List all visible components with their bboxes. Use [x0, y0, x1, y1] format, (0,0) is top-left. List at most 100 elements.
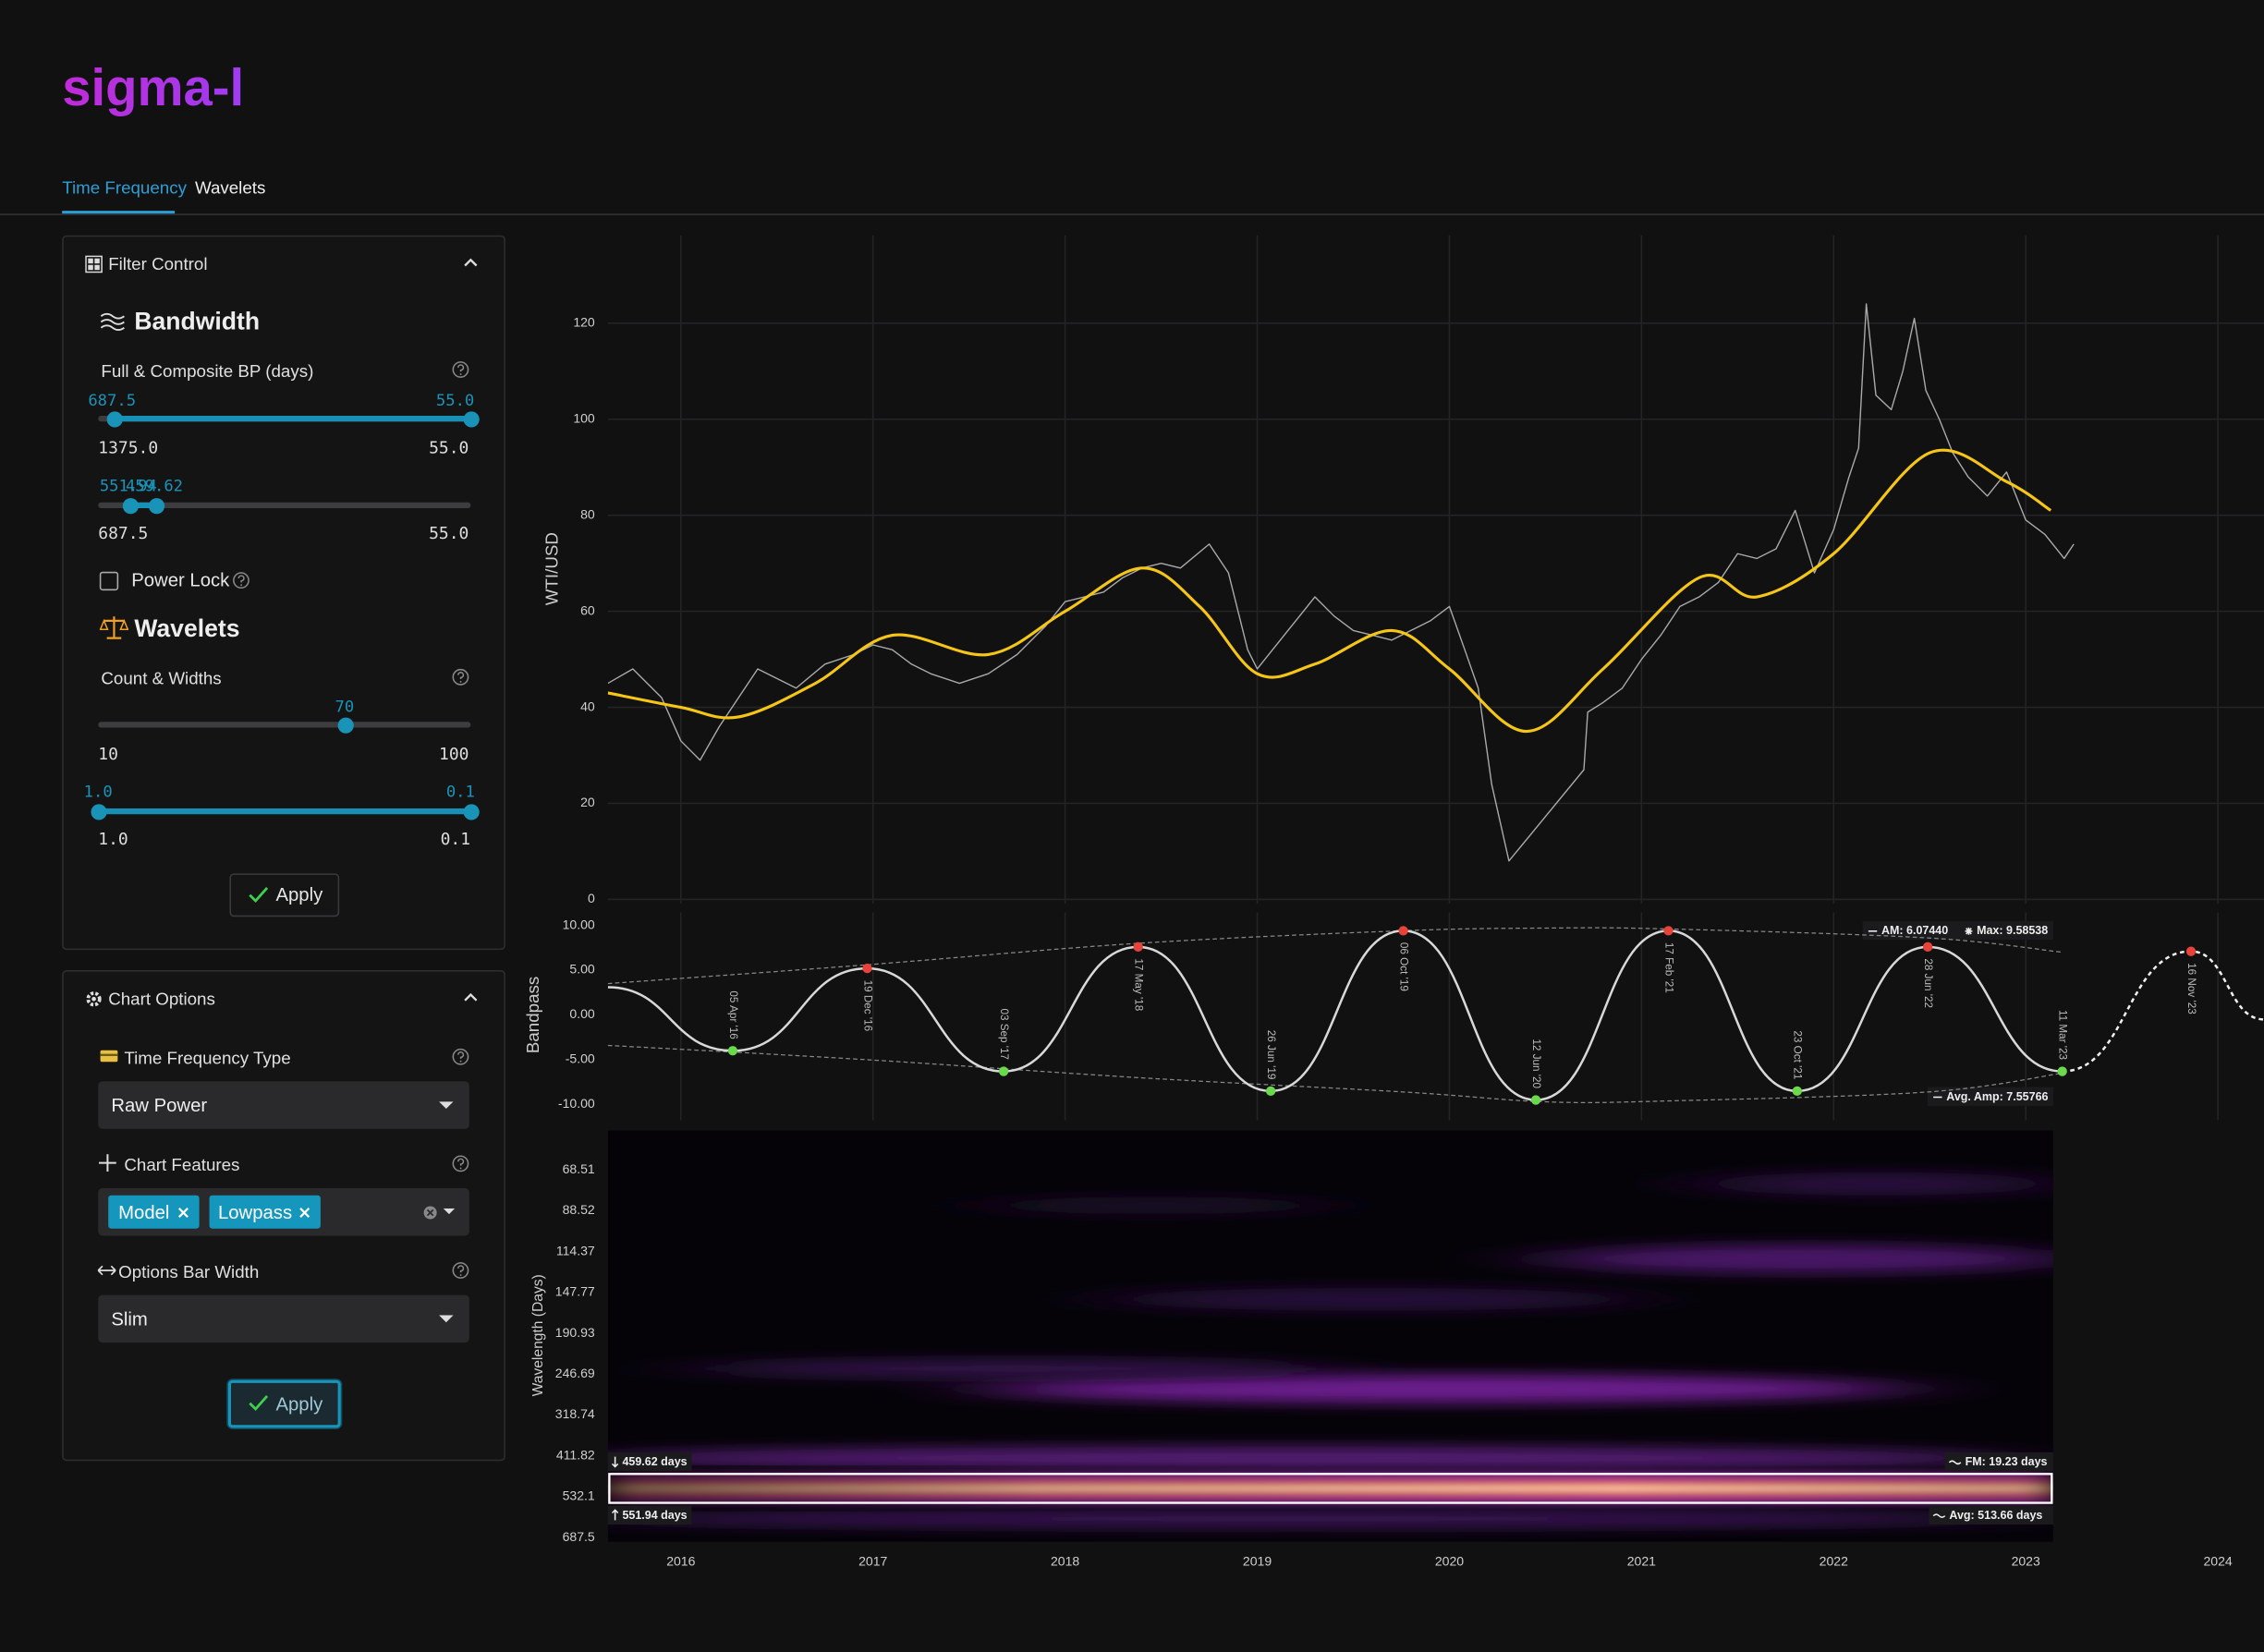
collapse[interactable]	[462, 990, 480, 1005]
checkbox[interactable]	[100, 572, 118, 590]
x-tick-label: 2020	[1435, 1553, 1464, 1568]
clear[interactable]	[423, 1206, 438, 1221]
slider-handle[interactable]	[91, 804, 106, 820]
slider-handle[interactable]	[463, 804, 479, 820]
tab[interactable]: Time Frequency	[62, 177, 187, 198]
slider-track	[98, 722, 470, 727]
heat-blob	[578, 1510, 2022, 1527]
slider-value: 687.5	[88, 391, 136, 409]
chip-remove[interactable]	[298, 1207, 310, 1219]
heat-blob	[1704, 1172, 2051, 1196]
x-tick-label: 2024	[2203, 1553, 2232, 1568]
y-tick-label: 114.37	[556, 1243, 595, 1257]
extremum-label: 17 May '18	[1133, 958, 1145, 1011]
y-tick-label: -5.00	[566, 1051, 595, 1066]
y-tick-label: 88.52	[563, 1202, 595, 1217]
extremum-label: 16 Nov '23	[2185, 963, 2197, 1014]
heat-blob	[693, 1360, 1329, 1378]
chip-remove[interactable]	[177, 1207, 189, 1219]
icon	[100, 310, 128, 334]
chip[interactable]: Model	[108, 1196, 199, 1229]
slider-handle[interactable]	[106, 411, 122, 427]
slider-min: 1.0	[98, 829, 128, 849]
icon	[1966, 928, 1973, 935]
extremum-label: 05 Apr '16	[727, 990, 739, 1039]
apply-button[interactable]: Apply	[229, 873, 339, 917]
multi-select[interactable]: Model Lowpass	[98, 1188, 469, 1236]
slider-handle[interactable]	[337, 717, 353, 733]
extremum-label: 23 Oct '21	[1792, 1030, 1804, 1079]
peak-marker	[862, 964, 871, 973]
x-tick-label: 2017	[858, 1553, 887, 1568]
help[interactable]	[452, 1048, 469, 1065]
heat-blob	[982, 1375, 1906, 1403]
caret	[439, 1101, 454, 1110]
help[interactable]	[452, 361, 469, 379]
y-tick-label: 120	[573, 315, 595, 330]
slider-handle[interactable]	[122, 497, 138, 513]
logo: sigma-l	[62, 58, 244, 119]
extremum-label: 26 Jun '19	[1265, 1030, 1277, 1080]
section-heading: Bandwidth	[134, 308, 260, 336]
y-tick-label: 246.69	[555, 1366, 595, 1380]
icon	[98, 1153, 116, 1172]
y-tick-label: 5.00	[569, 962, 595, 977]
help[interactable]	[233, 572, 250, 589]
checkbox-label: Power Lock	[131, 569, 229, 590]
chip[interactable]: Lowpass	[210, 1196, 321, 1229]
trough-marker	[999, 1066, 1008, 1075]
y-tick-label: 687.5	[563, 1529, 595, 1544]
help[interactable]	[452, 1155, 469, 1172]
slider-handle[interactable]	[148, 497, 164, 513]
y-tick-label: 60	[580, 602, 595, 617]
annotation: FM: 19.23 days	[1966, 1455, 2048, 1468]
y-tick-label: 532.1	[563, 1488, 595, 1503]
field-label: Options Bar Width	[118, 1262, 259, 1282]
price-line	[608, 304, 2074, 861]
x-tick-label: 2016	[666, 1553, 695, 1568]
extremum-label: 12 Jun '20	[1530, 1039, 1542, 1088]
y-tick-label: 10.00	[563, 917, 595, 931]
y-tick-label: 190.93	[555, 1325, 595, 1340]
help[interactable]	[452, 668, 469, 686]
tab[interactable]: Wavelets	[195, 177, 265, 198]
panel-title: Chart Options	[108, 989, 215, 1009]
select[interactable]: Raw Power	[98, 1081, 469, 1129]
trough-marker	[1793, 1087, 1802, 1096]
heatmap	[578, 1130, 2064, 1541]
extremum-label: 03 Sep '17	[998, 1008, 1010, 1060]
y-axis-title: Wavelength (Days)	[530, 1274, 546, 1396]
field-label: Chart Features	[124, 1155, 239, 1175]
annotation: 551.94 days	[622, 1509, 687, 1522]
slider-value: 459.62	[126, 477, 183, 495]
peak-marker	[2186, 947, 2196, 956]
help[interactable]	[452, 1262, 469, 1280]
y-tick-label: 0.00	[569, 1006, 595, 1021]
extremum-label: 11 Mar '23	[2057, 1010, 2069, 1060]
extremum-label: 28 Jun '22	[1922, 958, 1934, 1008]
y-tick-label: 80	[580, 506, 595, 521]
button-label: Apply	[275, 883, 323, 905]
select[interactable]: Slim	[98, 1295, 469, 1343]
slider-max: 0.1	[441, 829, 470, 849]
slider-min: 687.5	[98, 523, 148, 543]
y-tick-label: 318.74	[555, 1406, 595, 1421]
x-tick-label: 2018	[1051, 1553, 1079, 1568]
annotation: AM: 6.07440	[1881, 924, 1948, 937]
peak-marker	[1923, 942, 1932, 952]
heat-blob	[1545, 1245, 2065, 1273]
annotation: 459.62 days	[622, 1455, 687, 1468]
slider-handle[interactable]	[463, 411, 479, 427]
icon	[100, 1050, 118, 1064]
y-axis-title: Bandpass	[523, 977, 542, 1053]
slider-value: 55.0	[436, 391, 474, 409]
apply-button[interactable]: Apply	[228, 1380, 341, 1428]
heat-blob	[982, 1196, 1329, 1214]
x-tick-label: 2023	[2012, 1553, 2040, 1568]
tab-divider	[0, 213, 2264, 215]
annotation: Avg. Amp: 7.55766	[1946, 1090, 2048, 1103]
collapse[interactable]	[462, 256, 480, 271]
extremum-label: 06 Oct '19	[1397, 942, 1409, 991]
slider-value: 70	[335, 698, 355, 716]
chip-label: Lowpass	[218, 1201, 292, 1222]
